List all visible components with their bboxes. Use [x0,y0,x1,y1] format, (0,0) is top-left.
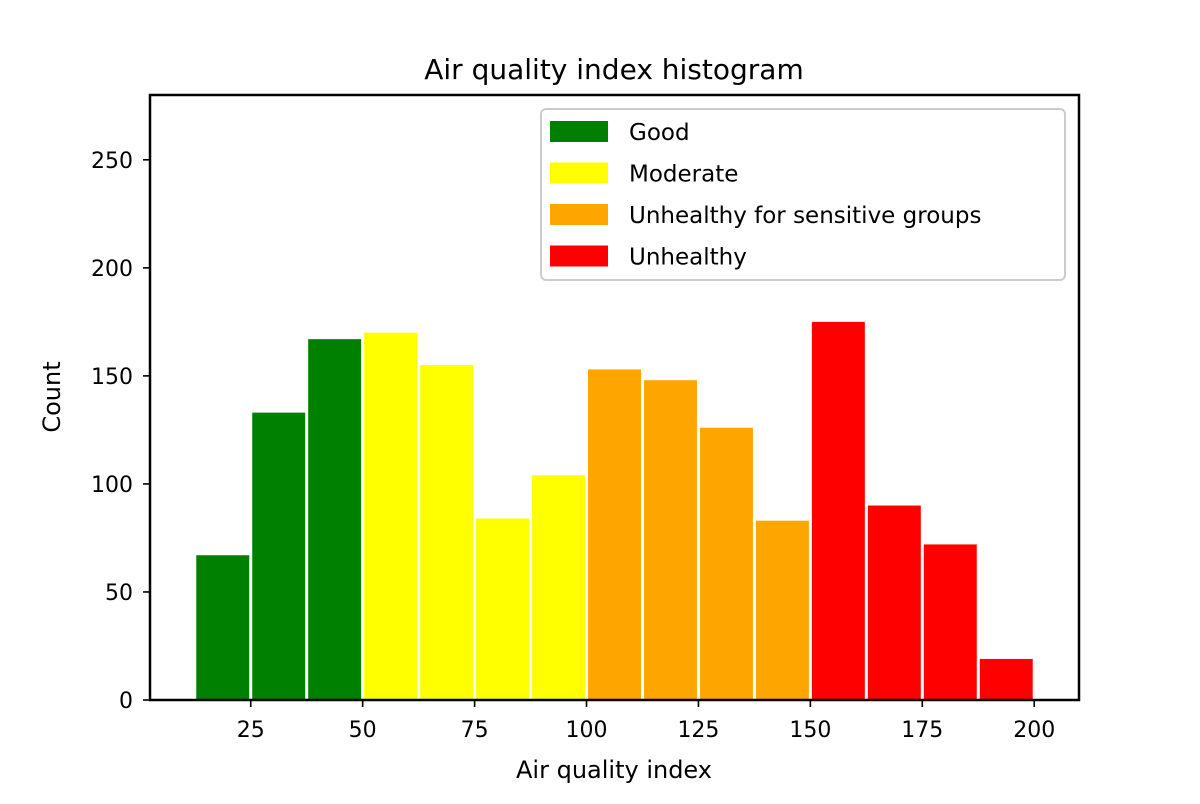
x-tick-label: 175 [901,718,943,743]
y-tick-label: 250 [91,149,133,174]
x-tick-label: 125 [677,718,719,743]
histogram-bar-6 [476,518,530,700]
histogram-bar-5 [420,365,474,700]
legend-entries: Good Moderate Unhealthy for sensitive grou… [550,120,981,271]
histogram-bar-14 [923,544,977,700]
x-tick-label: 50 [349,718,377,743]
x-tick-label: 150 [789,718,831,743]
legend-swatch [550,245,608,267]
x-tick-label: 25 [237,718,265,743]
legend-swatch [550,204,608,225]
legend-label: Good [629,120,690,146]
y-tick-label: 200 [91,257,133,282]
histogram-bar-15 [979,658,1033,700]
legend-frame [540,108,1066,281]
histogram-bar-3 [308,339,362,700]
histogram-bar-4 [364,332,418,700]
y-tick-label: 150 [91,365,133,390]
y-tick-label: 0 [119,689,133,714]
plot-frame [148,93,1081,702]
histogram-bar-11 [755,520,809,700]
x-axis-label: Air quality index [516,756,712,784]
histogram-bar-10 [699,427,753,700]
x-tick-label: 100 [566,718,608,743]
legend-swatch [550,121,608,142]
histogram-bar-8 [588,369,641,700]
x-tick-label: 75 [461,718,489,743]
histogram-bar-2 [252,412,306,700]
legend: Good Moderate Unhealthy for sensitive grou… [540,108,1066,281]
histogram-bar-7 [532,475,586,700]
legend-label: Moderate [629,162,738,188]
y-tick-label: 50 [105,581,133,606]
histogram-bar-1 [196,555,250,700]
histogram-bar-13 [867,505,921,700]
y-axis-label: Count [38,361,66,432]
bars-layer [196,321,1033,700]
legend-label: Unhealthy [629,245,747,271]
legend-swatch [550,162,608,184]
x-tick-label: 200 [1013,718,1055,743]
legend-label: Unhealthy for sensitive groups [629,203,981,229]
histogram-bar-12 [811,321,865,700]
y-tick-label: 100 [91,473,133,498]
histogram-bar-9 [643,380,697,700]
chart-title: Air quality index histogram [424,53,803,86]
axis-layer: 25 50 75 100 125 150 175 200 0 50 100 150 200 250 [91,149,1055,743]
